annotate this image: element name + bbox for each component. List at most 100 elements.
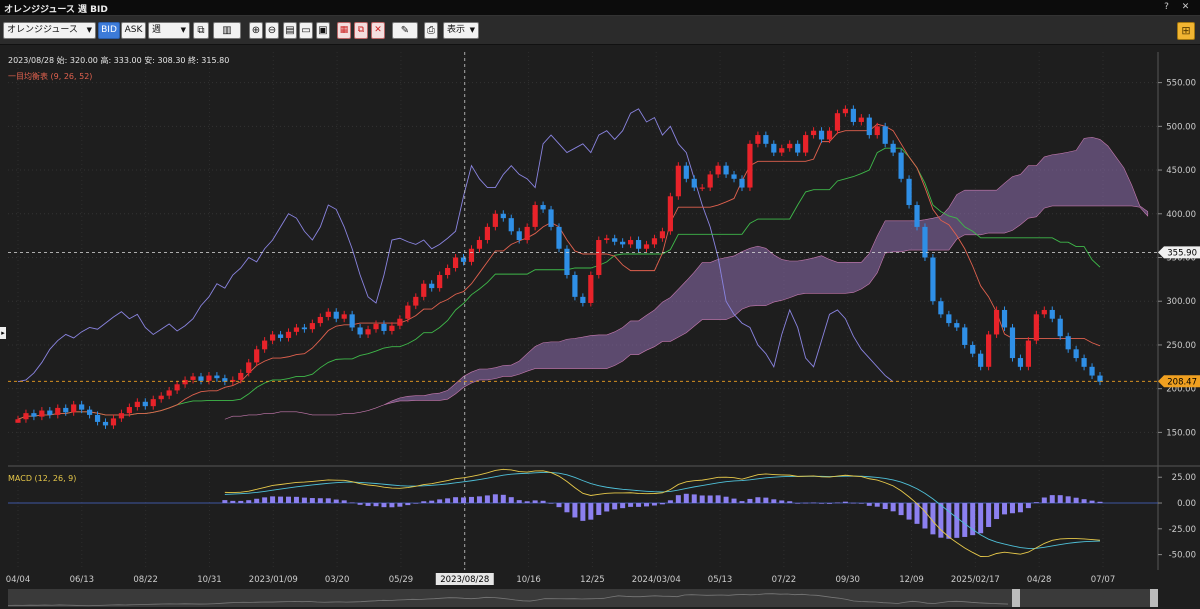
macd-hist-bar	[580, 503, 586, 521]
macd-hist-bar	[484, 495, 490, 504]
candle-body	[731, 174, 737, 179]
copy-icon[interactable]: ⧉	[193, 22, 209, 39]
candle-body	[126, 407, 132, 414]
macd-hist-bar	[1002, 503, 1008, 515]
candle-body	[659, 231, 666, 239]
price-chart[interactable]: 550.00 500.00 450.00 400.00 350.00 300.00 250.…	[0, 45, 1200, 609]
draw-tool-icon[interactable]: ✎	[392, 22, 418, 39]
macd-hist-bar	[1033, 502, 1039, 504]
readout-close: 315.80	[201, 56, 230, 65]
macd-hist-bar	[739, 501, 745, 504]
macd-hist-bar	[699, 495, 705, 504]
candle-body	[914, 205, 920, 227]
candle-body	[715, 165, 721, 175]
macd-hist-bar	[349, 502, 355, 504]
macd-hist-bar	[707, 495, 713, 504]
macd-signal-line	[224, 471, 1101, 549]
candle-body	[795, 143, 801, 153]
ichimoku-label[interactable]: 一目均衡表 (9, 26, 52)	[8, 72, 93, 81]
remove-indicator-icon[interactable]: ✕	[371, 22, 385, 39]
macd-hist-bar	[914, 503, 920, 524]
macd-hist-bar	[500, 494, 506, 504]
candle-body	[269, 334, 276, 341]
side-panel-handle[interactable]: ▸	[0, 327, 6, 339]
macd-hist-bar	[1009, 503, 1015, 514]
help-button[interactable]: ?	[1164, 2, 1169, 12]
kijun-line	[17, 147, 1101, 420]
macd-hist-bar	[429, 500, 435, 504]
crosshair-date-box	[435, 573, 494, 585]
candle-body	[333, 311, 339, 319]
candle-body	[524, 226, 530, 241]
candle-body	[94, 414, 101, 422]
candle-body	[381, 323, 387, 331]
period-select[interactable]: 週 ▼	[148, 22, 190, 39]
macd-hist-bar	[301, 497, 307, 504]
candle-body	[341, 314, 347, 319]
candle-body	[460, 257, 467, 262]
candle-body	[978, 353, 984, 367]
candle-body	[445, 267, 451, 275]
x-tick-label: 05/29	[389, 575, 414, 585]
candle-body	[707, 174, 713, 188]
macd-hist-bar	[333, 499, 339, 504]
candle-body	[970, 344, 976, 354]
macd-hist-bar	[731, 498, 737, 504]
candle-body	[1025, 340, 1031, 367]
macd-hist-bar	[667, 500, 673, 504]
candle-body	[277, 334, 284, 338]
macd-hist-bar	[532, 500, 538, 504]
candle-body	[1001, 309, 1008, 328]
candle-body	[1049, 309, 1055, 319]
candle-body	[1033, 314, 1039, 341]
navigator-bar	[8, 589, 1158, 607]
macd-hist-bar	[827, 503, 832, 504]
ask-button[interactable]: ASK	[121, 22, 146, 39]
macd-hist-bar	[222, 500, 228, 504]
window-icon[interactable]: ▭	[299, 22, 313, 39]
candle-body	[540, 205, 546, 210]
zoom-out-icon[interactable]: ⊖	[265, 22, 279, 39]
instrument-select[interactable]: オレンジジュース ▼	[3, 22, 96, 39]
macd-hist-bar	[476, 496, 482, 504]
screenshot-icon[interactable]: ⎙	[424, 22, 438, 39]
macd-hist-bar	[381, 503, 387, 508]
macd-hist-bar	[763, 497, 769, 504]
candle-body	[667, 196, 673, 232]
candle-body	[532, 205, 538, 227]
x-tick-label: 12/25	[580, 575, 605, 585]
layout-icon[interactable]: ▤	[283, 22, 297, 39]
title-bar: オレンジジュース 週 BID ? ✕	[0, 0, 1200, 16]
y-tick-label: 150.00	[1166, 428, 1196, 438]
candle-body	[158, 395, 164, 400]
zoom-in-icon[interactable]: ⊕	[249, 22, 263, 39]
macd-hist-bar	[461, 497, 467, 504]
candle-body	[405, 305, 411, 319]
candle-body	[516, 231, 522, 241]
x-tick-label: 2025/02/17	[951, 575, 1000, 585]
candle-body	[946, 314, 952, 324]
x-tick-label: 07/22	[772, 575, 797, 585]
candle-body	[452, 257, 459, 268]
macd-hist-bar	[675, 495, 681, 504]
candle-body	[986, 334, 992, 367]
candle-body	[1009, 327, 1016, 359]
bid-button[interactable]: BID	[98, 22, 120, 39]
macd-label[interactable]: MACD (12, 26, 9)	[8, 474, 77, 483]
y-tick-label: 500.00	[1166, 122, 1196, 132]
copy-indicator-icon[interactable]: ⧉	[354, 22, 368, 39]
close-button[interactable]: ✕	[1181, 2, 1190, 12]
candle-body	[102, 421, 109, 426]
panel-icon[interactable]: ▣	[316, 22, 330, 39]
display-menu[interactable]: 表示 ▼	[443, 22, 479, 39]
chart-type-icon[interactable]: ▥	[213, 22, 241, 39]
macd-hist-bar	[588, 503, 594, 520]
x-tick-label: 05/13	[708, 575, 733, 585]
add-indicator-icon[interactable]: ▦	[337, 22, 351, 39]
crosshair-price-label: 355.90	[1167, 248, 1197, 258]
macd-hist-bar	[636, 503, 642, 507]
candle-body	[779, 148, 785, 153]
expand-icon[interactable]: ⊞	[1177, 22, 1195, 40]
macd-hist-bar	[834, 502, 840, 504]
macd-hist-bar	[747, 498, 753, 504]
